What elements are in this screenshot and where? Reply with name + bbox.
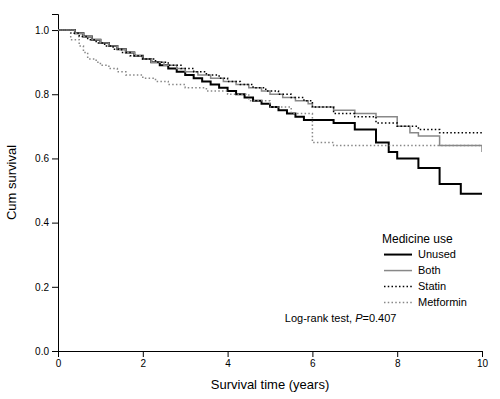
x-axis-tick-mark [228, 351, 229, 357]
x-axis-tick-label: 4 [225, 358, 231, 369]
legend-title: Medicine use [382, 232, 453, 246]
y-axis-tick-label: 0.6 [35, 153, 49, 164]
legend-label: Both [418, 264, 441, 276]
x-axis-tick: 4 [225, 351, 231, 369]
y-axis-tick-mark [52, 223, 58, 224]
x-axis-line [59, 352, 483, 358]
legend-item: Unused [384, 248, 456, 260]
series-line [58, 30, 482, 146]
y-axis-tick: 0.6 [35, 153, 58, 164]
x-axis-tick-mark [397, 351, 398, 357]
x-axis-tick: 6 [310, 351, 316, 369]
series-line [58, 30, 482, 152]
y-axis-tick-label: 0.4 [35, 217, 49, 228]
x-axis-tick-label: 2 [141, 358, 147, 369]
x-axis-tick: 0 [56, 351, 62, 369]
series-lines [58, 30, 482, 194]
legend-label: Statin [418, 280, 446, 292]
legend-item: Metformin [384, 296, 467, 308]
y-axis-tick-label: 0.8 [35, 89, 49, 100]
series-line [58, 30, 482, 194]
x-axis-tick-label: 8 [395, 358, 401, 369]
y-axis-tick-mark [52, 94, 58, 95]
x-axis-tick-label: 0 [56, 358, 62, 369]
plot-area: 0 2 4 6 8 10 0.0 0.2 0.4 0.6 0.8 1.0 Survival time (… [4, 15, 488, 393]
y-axis-tick: 0.4 [35, 217, 58, 228]
y-axis-tick-label: 0.0 [35, 346, 49, 357]
x-axis-tick-mark [143, 351, 144, 357]
annotation-part: Log-rank test, [285, 312, 355, 324]
legend-item: Statin [384, 280, 446, 292]
annotation-part: =0.407 [363, 312, 397, 324]
x-axis: 0 2 4 6 8 10 [56, 351, 489, 369]
x-axis-tick-mark [312, 351, 313, 357]
chart-svg: 0 2 4 6 8 10 0.0 0.2 0.4 0.6 0.8 1.0 Survival time (… [0, 0, 500, 399]
y-axis: 0.0 0.2 0.4 0.6 0.8 1.0 [35, 15, 58, 357]
legend-swatch [384, 302, 412, 304]
legend-swatch [384, 270, 412, 272]
x-axis-tick: 8 [395, 351, 401, 369]
y-axis-line [52, 15, 59, 352]
y-axis-title: Cum survival [4, 145, 19, 220]
annotation: Log-rank test, P=0.407 [285, 312, 397, 324]
legend-swatch [384, 254, 412, 256]
y-axis-tick: 0.0 [35, 346, 58, 357]
y-axis-tick-mark [52, 30, 58, 31]
legend-swatch [384, 286, 412, 288]
y-axis-tick-label: 0.2 [35, 282, 49, 293]
y-axis-tick-mark [52, 287, 58, 288]
y-axis-tick: 1.0 [35, 25, 58, 36]
x-axis-tick-label: 10 [477, 358, 489, 369]
y-axis-tick-mark [52, 351, 58, 352]
x-axis-tick: 2 [141, 351, 147, 369]
legend: Medicine use Unused Both Statin Metformin [382, 232, 467, 309]
x-axis-tick-label: 6 [310, 358, 316, 369]
x-axis-tick-mark [482, 351, 483, 357]
y-axis-tick: 0.2 [35, 282, 58, 293]
y-axis-tick: 0.8 [35, 89, 58, 100]
legend-item: Both [384, 264, 441, 276]
legend-label: Unused [418, 248, 456, 260]
series-line [58, 30, 482, 133]
x-axis-tick: 10 [477, 351, 489, 369]
chart-container: 0 2 4 6 8 10 0.0 0.2 0.4 0.6 0.8 1.0 Survival time (… [0, 0, 500, 399]
y-axis-tick-label: 1.0 [35, 25, 49, 36]
x-axis-title: Survival time (years) [211, 377, 329, 392]
legend-label: Metformin [418, 296, 467, 308]
y-axis-tick-mark [52, 158, 58, 159]
